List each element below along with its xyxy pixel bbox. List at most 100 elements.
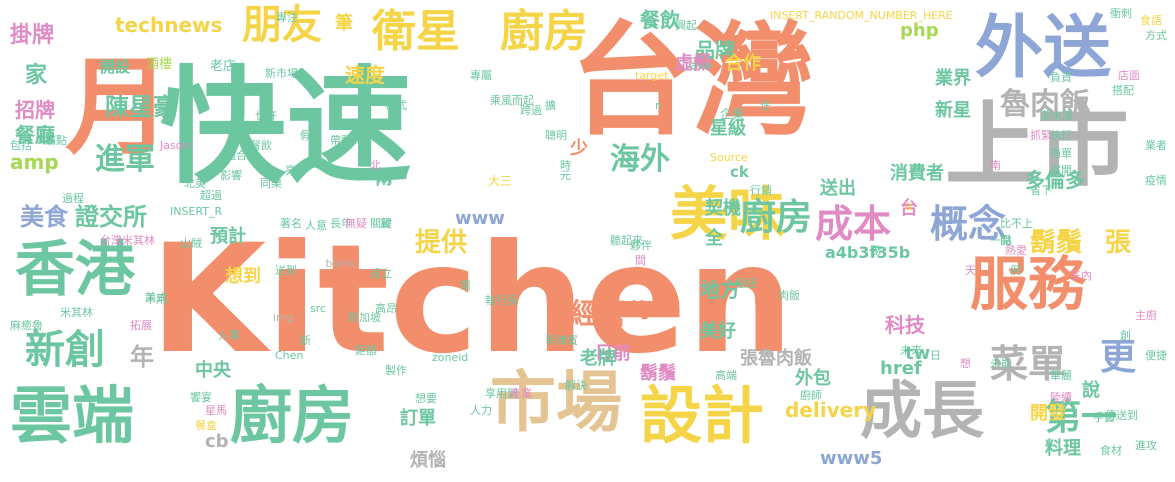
cloud-word: 朋友 xyxy=(242,2,322,48)
cloud-word: a xyxy=(905,199,913,213)
cloud-word: 享用到 xyxy=(485,387,518,400)
cloud-word: cb xyxy=(205,431,229,452)
cloud-word: 新 xyxy=(300,334,311,347)
cloud-word: 業界 xyxy=(935,68,971,89)
cloud-word: 魯肉飯 xyxy=(1000,87,1090,122)
cloud-word: 適合 xyxy=(225,149,247,162)
cloud-word: 星馬 xyxy=(205,404,227,417)
cloud-word: 包括 xyxy=(10,139,32,152)
cloud-word: Source xyxy=(710,151,748,164)
cloud-word: 在內 xyxy=(1070,269,1092,282)
cloud-word: 食語 xyxy=(1140,14,1162,27)
cloud-word: 台 xyxy=(900,198,918,219)
cloud-word: 省下 xyxy=(1030,184,1052,197)
cloud-word: 住 xyxy=(760,99,771,112)
cloud-word: 餐廳 xyxy=(15,123,55,147)
cloud-word: 麻癒魯 xyxy=(10,319,43,332)
cloud-word: 衝刺 xyxy=(1110,7,1132,20)
cloud-word: 北美 xyxy=(184,177,206,190)
cloud-word: 人意 xyxy=(305,219,327,232)
cloud-word: 搭配 xyxy=(1112,84,1134,97)
cloud-word: 執行長 xyxy=(485,294,518,307)
cloud-word: 台灣 xyxy=(570,10,814,152)
cloud-word: 山賊 xyxy=(180,237,202,250)
cloud-word: 海外 xyxy=(610,142,670,177)
cloud-word: 影響 xyxy=(220,169,242,182)
cloud-word: 服務 xyxy=(970,250,1087,318)
cloud-word: 家 xyxy=(25,63,48,88)
cloud-word: n xyxy=(655,99,662,112)
cloud-word: php xyxy=(900,20,939,41)
cloud-word: 合作 xyxy=(725,53,761,74)
cloud-word: 香港 xyxy=(15,235,135,305)
cloud-word: 訂單 xyxy=(400,408,436,429)
cloud-word: 年 xyxy=(130,343,154,371)
cloud-word: 方式 xyxy=(1145,29,1167,42)
cloud-word: 執行 xyxy=(1050,129,1072,142)
cloud-word: 大三 xyxy=(488,174,513,188)
cloud-word: tw xyxy=(905,343,931,364)
cloud-word: 台灣米其林 xyxy=(100,234,155,247)
cloud-word: 專注 xyxy=(276,11,298,24)
cloud-word: 張 xyxy=(1105,228,1132,258)
cloud-word: 酒樓 xyxy=(146,57,173,72)
cloud-word: 帶動 xyxy=(330,134,352,147)
cloud-word: 速度 xyxy=(345,63,385,87)
cloud-word: 廚房 xyxy=(230,379,355,452)
cloud-word: 北 xyxy=(370,159,381,172)
cloud-word: zoneid xyxy=(432,351,469,364)
cloud-word: 簡單 xyxy=(1050,147,1072,160)
cloud-word: 負責 xyxy=(1050,71,1072,84)
cloud-word: ck xyxy=(730,163,749,181)
cloud-word: 日前 xyxy=(595,343,631,364)
cloud-word: avw xyxy=(690,59,713,72)
cloud-word: 第一 xyxy=(1045,397,1118,438)
cloud-word: 解決 xyxy=(565,379,587,392)
cloud-word: 肉飯 xyxy=(778,289,800,302)
cloud-word: 提供 xyxy=(415,228,468,258)
cloud-word: 行銷 xyxy=(750,184,772,197)
cloud-word: 廚師 xyxy=(800,389,822,402)
cloud-word: 說 xyxy=(1082,380,1100,401)
cloud-word: 概念 xyxy=(930,202,1007,246)
cloud-word: 業者 xyxy=(1145,139,1167,152)
cloud-word: 廚房 xyxy=(500,6,588,57)
cloud-word: 月 xyxy=(65,46,171,169)
cloud-word: 聰明 xyxy=(545,129,567,142)
cloud-word: 人事 xyxy=(218,329,240,342)
cloud-word: 品牌 xyxy=(695,38,735,62)
cloud-word: 夥伴 xyxy=(630,239,652,252)
cloud-word: href xyxy=(880,358,922,379)
cloud-word: 未來 xyxy=(900,344,922,357)
cloud-word: 擴 xyxy=(545,99,556,112)
cloud-word: 美好 xyxy=(700,321,736,342)
cloud-word: 陳星豪 xyxy=(105,93,177,121)
cloud-word: 製作 xyxy=(385,364,407,377)
cloud-word: 米其林 xyxy=(60,306,93,319)
cloud-word: amp xyxy=(10,150,59,174)
cloud-word: 虛擬 xyxy=(675,53,711,74)
cloud-word: 成長 xyxy=(860,374,985,447)
cloud-word: INSERT_R xyxy=(170,205,223,218)
cloud-word: 掛牌 xyxy=(10,23,55,48)
cloud-word: 美式 xyxy=(145,291,167,304)
cloud-word: 假設 xyxy=(300,129,322,142)
cloud-word: 送到 xyxy=(275,264,297,277)
cloud-word: 證交所 xyxy=(75,203,147,231)
cloud-word: 煩惱 xyxy=(410,450,446,471)
cloud-word: 元 xyxy=(560,169,571,182)
cloud-word: 鉅額 xyxy=(355,344,377,357)
cloud-word: 創 xyxy=(1120,329,1131,342)
cloud-word: 新加坡 xyxy=(348,311,381,324)
cloud-word: 抓緊 xyxy=(1030,129,1052,142)
cloud-word: delivery xyxy=(785,398,877,422)
cloud-word: 外包 xyxy=(795,368,831,389)
cloud-word: 手藝 xyxy=(1093,411,1115,424)
cloud-word: 餐飲 xyxy=(640,8,680,32)
cloud-word: 比不上 xyxy=(1000,217,1033,230)
cloud-word: 預計 xyxy=(210,226,246,247)
cloud-word: 菜單 xyxy=(990,342,1067,386)
cloud-word: 張魯肉飯 xyxy=(740,348,812,369)
cloud-word: 冀 xyxy=(380,217,391,230)
cloud-word: 店面 xyxy=(1118,69,1140,82)
